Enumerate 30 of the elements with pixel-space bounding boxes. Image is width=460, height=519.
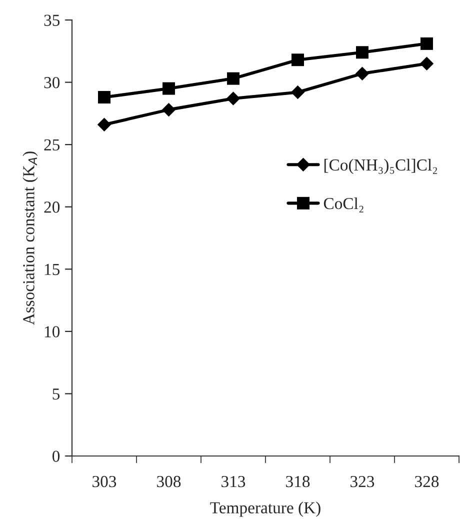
point [292, 54, 304, 66]
legend-label: CoCl₂ [324, 197, 364, 212]
x-tick-label: 303 [92, 476, 116, 488]
point [98, 90, 110, 104]
y-tick-label: 25 [44, 139, 60, 151]
x-tick-label: 328 [415, 476, 439, 488]
y-tick-label: 30 [44, 76, 60, 88]
x-tick-label: 313 [222, 476, 246, 488]
y-tick-label: 10 [44, 326, 60, 338]
point [162, 82, 175, 95]
x-axis-title: Temperature (K) [210, 502, 320, 517]
y-tick-label: 20 [44, 202, 60, 213]
y-axis-title: Association constant (K$_{A}$) [22, 152, 38, 326]
x-tick-label: 318 [286, 476, 310, 488]
point [97, 118, 112, 132]
y-tick-label: 35 [44, 14, 60, 26]
legend-label: [Co(NH₃)₅Cl]Cl₂ [324, 158, 437, 174]
y-tick-label: 0 [52, 450, 60, 462]
point [290, 85, 305, 100]
point [420, 56, 434, 70]
y-tick-label: 5 [52, 388, 60, 400]
point [355, 66, 370, 80]
point [162, 102, 176, 117]
x-tick-label: 308 [157, 476, 181, 488]
point [420, 37, 433, 50]
x-tick-label: 323 [350, 476, 374, 488]
point [226, 92, 240, 106]
point [356, 46, 368, 59]
point [227, 72, 240, 85]
y-tick-label: 15 [44, 264, 60, 276]
